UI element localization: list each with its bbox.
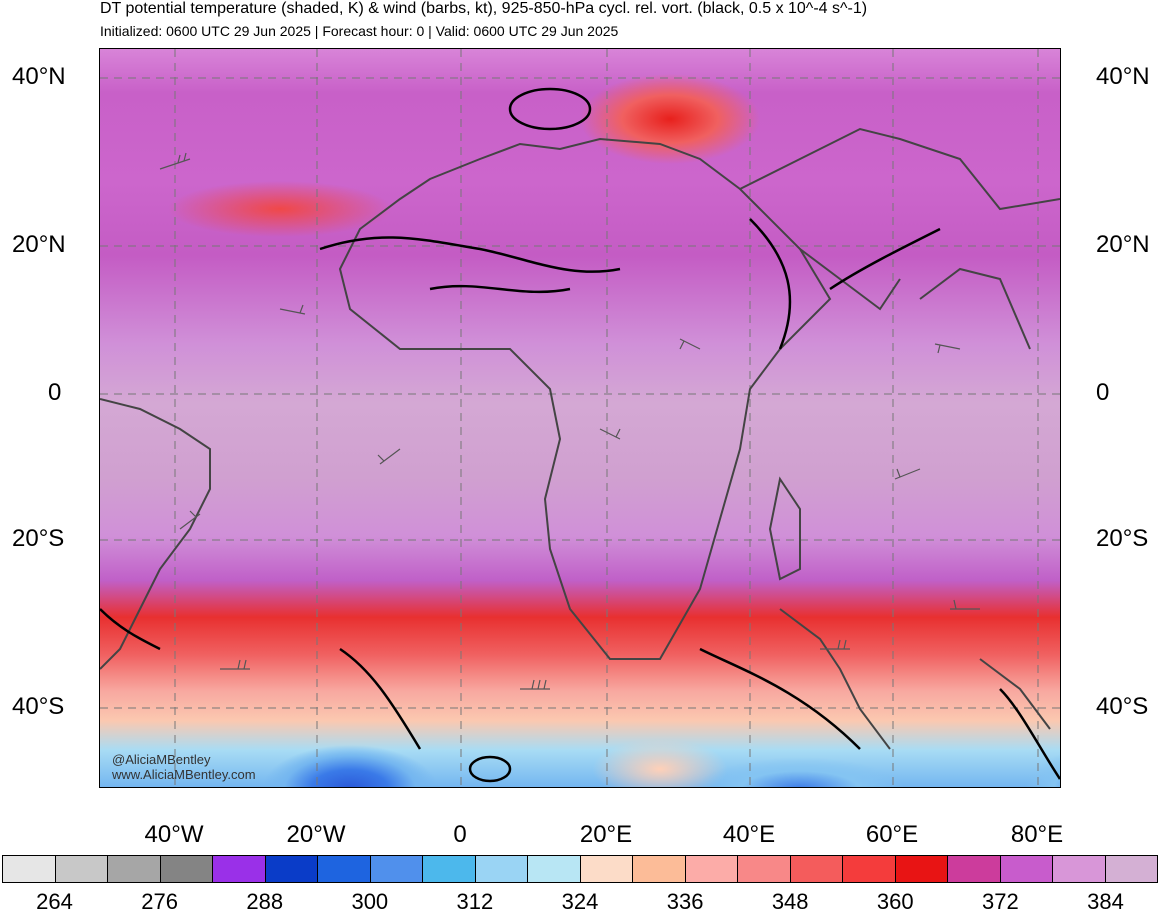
lat-label-left-20s: 20°S bbox=[12, 525, 65, 552]
colorbar-cell bbox=[108, 856, 161, 882]
colorbar-label: 360 bbox=[876, 889, 914, 914]
lon-label-60e: 60°E bbox=[865, 821, 919, 848]
lat-label-right-40s: 40°S bbox=[1096, 693, 1149, 720]
vorticity-contours bbox=[100, 87, 1060, 783]
lat-label-left-20n: 20°N bbox=[12, 231, 66, 258]
map-panel: @AliciaMBentley www.AliciaMBentley.com bbox=[99, 48, 1061, 788]
credit-website: www.AliciaMBentley.com bbox=[112, 767, 256, 782]
lat-label-left-40s: 40°S bbox=[12, 693, 65, 720]
credit-handle: @AliciaMBentley bbox=[112, 752, 211, 767]
colorbar-cell bbox=[1105, 856, 1157, 882]
lat-label-right-20n: 20°N bbox=[1096, 231, 1150, 258]
colorbar-cell bbox=[1000, 856, 1053, 882]
colorbar-label: 336 bbox=[666, 889, 704, 914]
graticule bbox=[100, 49, 1060, 787]
colorbar-cell bbox=[738, 856, 791, 882]
colorbar-cell bbox=[3, 856, 56, 882]
colorbar-cell bbox=[55, 856, 108, 882]
colorbar-label: 348 bbox=[771, 889, 809, 914]
lat-label-left-40n: 40°N bbox=[12, 63, 66, 90]
colorbar-label: 372 bbox=[982, 889, 1019, 914]
colorbar-cell bbox=[790, 856, 843, 882]
colorbar-cell bbox=[475, 856, 528, 882]
colorbar-cell bbox=[423, 856, 476, 882]
lon-label-80e: 80°E bbox=[1010, 821, 1064, 848]
chart-subtitle: Initialized: 0600 UTC 29 Jun 2025 | Fore… bbox=[100, 23, 619, 39]
wind-barbs bbox=[159, 152, 980, 690]
colorbar-cell bbox=[633, 856, 686, 882]
colorbar-label: 312 bbox=[456, 889, 494, 914]
chart-title: DT potential temperature (shaded, K) & w… bbox=[100, 0, 868, 17]
lat-label-left-0: 0 bbox=[48, 379, 62, 406]
colorbar-cell bbox=[213, 856, 266, 882]
colorbar-cell bbox=[370, 856, 423, 882]
lon-label-20w: 20°W bbox=[286, 821, 346, 848]
colorbar-label: 288 bbox=[246, 889, 284, 914]
coastlines bbox=[100, 127, 1060, 750]
lat-label-right-0: 0 bbox=[1096, 379, 1110, 406]
lat-label-right-20s: 20°S bbox=[1096, 525, 1149, 552]
colorbar-cell bbox=[528, 856, 581, 882]
colorbar-cell bbox=[948, 856, 1001, 882]
colorbar-cell bbox=[685, 856, 738, 882]
colorbar-cell bbox=[843, 856, 896, 882]
colorbar-cell bbox=[895, 856, 948, 882]
colorbar-label: 276 bbox=[141, 889, 178, 914]
lon-label-20e: 20°E bbox=[579, 821, 633, 848]
lat-label-right-40n: 40°N bbox=[1096, 63, 1150, 90]
colorbar-cell bbox=[318, 856, 371, 882]
colorbar-cell bbox=[1053, 856, 1106, 882]
colorbar-label: 384 bbox=[1087, 889, 1124, 914]
colorbar bbox=[2, 855, 1158, 883]
credit-text: @AliciaMBentley www.AliciaMBentley.com bbox=[112, 752, 256, 782]
colorbar-cell bbox=[160, 856, 213, 882]
lon-label-40w: 40°W bbox=[144, 821, 204, 848]
colorbar-cell bbox=[580, 856, 633, 882]
colorbar-label: 264 bbox=[36, 889, 73, 914]
colorbar-cell bbox=[265, 856, 318, 882]
lon-label-0: 0 bbox=[453, 821, 467, 848]
colorbar-label: 324 bbox=[561, 889, 599, 914]
colorbar-label: 300 bbox=[351, 889, 389, 914]
lon-label-40e: 40°E bbox=[722, 821, 776, 848]
